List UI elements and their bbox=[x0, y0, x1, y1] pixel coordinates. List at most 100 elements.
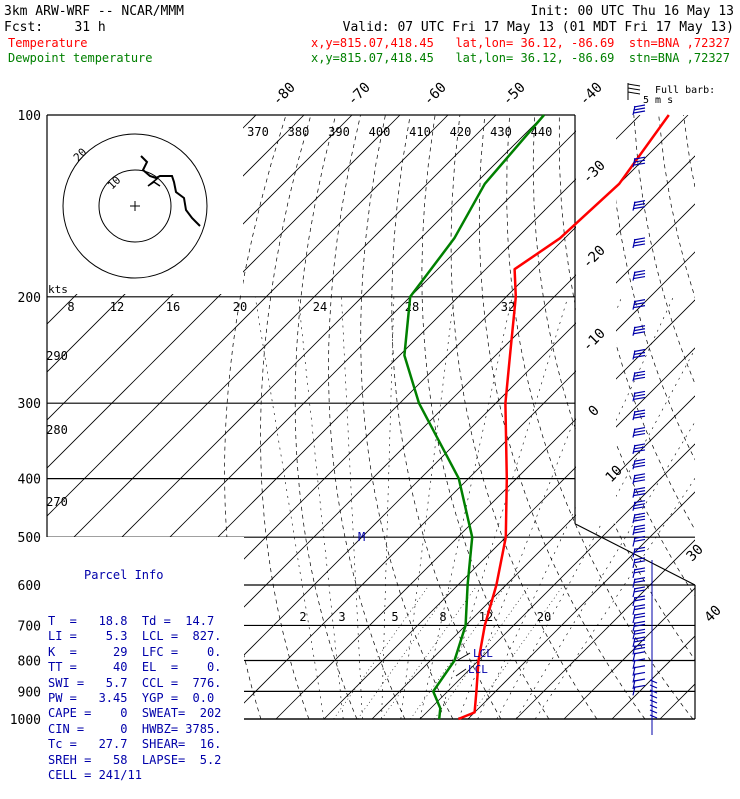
theta-label-390: 390 bbox=[328, 125, 350, 139]
wind-barb-lower bbox=[650, 685, 657, 688]
wind-barb-flag bbox=[633, 111, 645, 113]
wind-barb-flag bbox=[634, 621, 645, 623]
parcel-info-row: T = 18.8 Td = 14.7 bbox=[48, 614, 244, 629]
temp-label--50: -50 bbox=[500, 80, 529, 109]
wind-barb-flag bbox=[634, 652, 645, 654]
mixing-ratio-line bbox=[334, 585, 430, 719]
theta-label-370: 370 bbox=[247, 125, 269, 139]
wind-barb-lower bbox=[650, 680, 657, 683]
moist-adiabat bbox=[298, 297, 343, 719]
hodograph-speed-label-24: 24 bbox=[313, 300, 327, 314]
wind-barb-flag bbox=[634, 608, 645, 610]
wind-barb-flag bbox=[634, 477, 645, 479]
parcel-info-row: PW = 3.45 YGP = 0.0 bbox=[48, 691, 244, 706]
barb-legend-icon bbox=[628, 83, 640, 100]
pressure-label-600: 600 bbox=[18, 579, 41, 594]
theta-label-410: 410 bbox=[409, 125, 431, 139]
hodograph-speed-label-8: 8 bbox=[67, 300, 74, 314]
hodograph-speed-label-20: 20 bbox=[233, 300, 247, 314]
init-time: Init: 00 UTC Thu 16 May 13 bbox=[531, 4, 735, 19]
wind-barb-flag bbox=[634, 679, 645, 681]
pressure-label-200: 200 bbox=[18, 291, 41, 306]
pressure-label-1000: 1000 bbox=[10, 713, 41, 728]
wind-barb-flag bbox=[634, 474, 645, 476]
pressure-label-800: 800 bbox=[18, 654, 41, 669]
wind-barb-lower bbox=[650, 705, 657, 708]
lcl-label-1: LCL bbox=[473, 647, 493, 660]
temp-label--40: -40 bbox=[577, 80, 606, 109]
temp-label--60: -60 bbox=[421, 80, 450, 109]
temp-label--70: -70 bbox=[345, 80, 374, 109]
lcl-arrow-1 bbox=[458, 653, 470, 660]
mixing-ratio-label-5: 5 bbox=[391, 610, 398, 624]
pressure-label-500: 500 bbox=[18, 531, 41, 546]
dewpoint-trace bbox=[404, 115, 544, 719]
parcel-info-row: CELL = 241/11 bbox=[48, 768, 244, 783]
wind-barb-flag bbox=[634, 581, 645, 583]
forecast-hour: Fcst: 31 h bbox=[4, 20, 106, 35]
parcel-info-row: LI = 5.3 LCL = 827. bbox=[48, 629, 244, 644]
pressure-label-100: 100 bbox=[18, 109, 41, 124]
wind-barb-flag bbox=[634, 371, 645, 373]
wind-barb-flag bbox=[634, 462, 645, 464]
parcel-info-row: SREH = 58 LAPSE= 5.2 bbox=[48, 753, 244, 768]
isotherm bbox=[180, 115, 740, 719]
temp-label--80: -80 bbox=[270, 80, 299, 109]
wind-barb-flag bbox=[634, 410, 645, 412]
wind-barb-flag bbox=[633, 416, 645, 418]
wind-barb-flag bbox=[634, 616, 645, 618]
barb-legend-line2: 5 m s bbox=[643, 95, 673, 106]
theta-label-430: 430 bbox=[490, 125, 512, 139]
wind-barb-flag bbox=[633, 397, 645, 399]
dewpoint-legend-label: Dewpoint temperature bbox=[8, 51, 153, 65]
theta-label-400: 400 bbox=[369, 125, 391, 139]
wind-barb-flag bbox=[634, 108, 645, 110]
dewpoint-location: x,y=815.07,418.45 lat,lon= 36.12, -86.69… bbox=[311, 51, 730, 65]
parcel-info-row: CIN = 0 HWBZ= 3785. bbox=[48, 722, 244, 737]
wind-barb-flag bbox=[633, 332, 645, 334]
wind-barb-flag bbox=[634, 539, 645, 541]
dry-adiabat bbox=[479, 115, 645, 719]
wind-barb-flag bbox=[634, 444, 645, 446]
temperature-legend-label: Temperature bbox=[8, 36, 87, 50]
wind-barb-flag bbox=[634, 374, 645, 376]
wind-barb-flag bbox=[634, 428, 645, 430]
parcel-info-row: CAPE = 0 SWEAT= 202 bbox=[48, 706, 244, 721]
parcel-info-title: Parcel Info bbox=[44, 568, 244, 583]
isotherm bbox=[660, 115, 740, 719]
pressure-label-900: 900 bbox=[18, 685, 41, 700]
wind-barb-flag bbox=[634, 525, 645, 527]
mixing-ratio-label-20: 20 bbox=[537, 610, 551, 624]
temp-label-30: 30 bbox=[684, 542, 707, 565]
moist-adiabat bbox=[341, 297, 362, 719]
wind-barb-flag bbox=[634, 488, 645, 490]
wind-barb-flag bbox=[633, 277, 645, 279]
wind-barb-flag bbox=[634, 391, 645, 393]
wind-barb-flag bbox=[634, 271, 645, 273]
hodograph-panel bbox=[48, 116, 243, 294]
wind-barb-flag bbox=[634, 394, 645, 396]
isotherm bbox=[276, 115, 740, 719]
wind-barb-flag bbox=[634, 672, 645, 674]
wind-barb-flag bbox=[634, 587, 645, 589]
valid-time: Valid: 07 UTC Fri 17 May 13 (01 MDT Fri … bbox=[343, 20, 734, 35]
mixing-ratio-label-8: 8 bbox=[439, 610, 446, 624]
wind-barb-flag bbox=[634, 274, 645, 276]
theta-label-420: 420 bbox=[450, 125, 472, 139]
wind-barb-flag bbox=[634, 413, 645, 415]
wind-barb-lower bbox=[650, 700, 657, 703]
wind-barb-flag bbox=[633, 434, 645, 436]
parcel-info-row: TT = 40 EL = 0. bbox=[48, 660, 244, 675]
wind-barb-flag bbox=[634, 516, 645, 518]
hodograph-speed-label-16: 16 bbox=[166, 300, 180, 314]
theta-label-380: 380 bbox=[288, 125, 310, 139]
wind-barb-flag bbox=[633, 531, 645, 533]
dry-adiabat bbox=[361, 115, 453, 719]
wind-barb-flag bbox=[634, 596, 645, 598]
sounding-traces bbox=[404, 115, 668, 719]
